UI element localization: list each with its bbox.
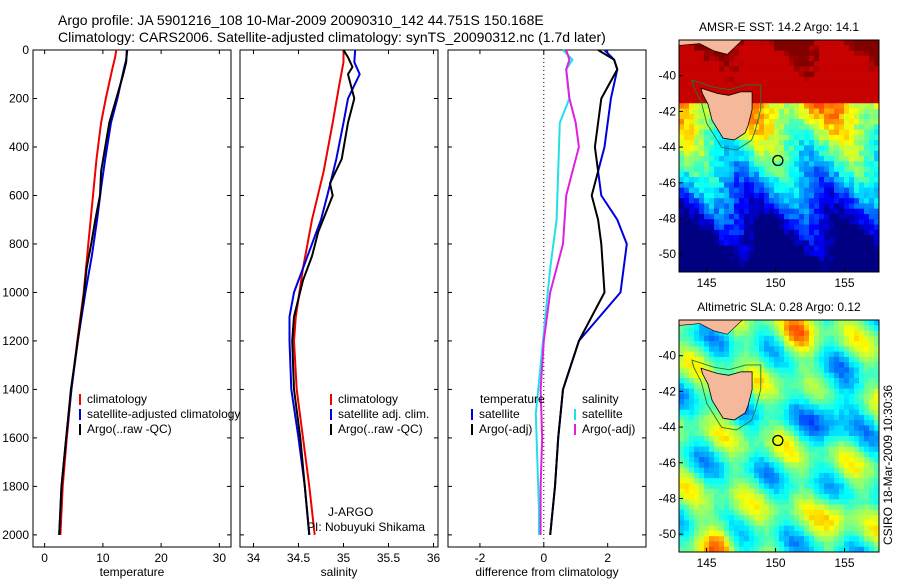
difference-legend-heading-temperature: temperature [480, 392, 545, 406]
salinity-series-line [288, 49, 361, 535]
sst_map-ytick-label: -44 [659, 140, 677, 154]
sla_map-ytick-label: -50 [659, 527, 677, 541]
sla_map-ytick-label: -40 [659, 349, 677, 363]
sst_map-title: AMSR-E SST: 14.2 Argo: 14.1 [699, 20, 859, 34]
temperature-xtick-label: 10 [96, 551, 110, 565]
salinity-plot-area [239, 49, 439, 548]
salinity-xlabel: salinity [321, 565, 358, 579]
sla-map-panel: 145 150 155 -40 -42 -44 -46 -48 -50 Altimetric SL… [659, 300, 880, 570]
sst_map-tasmania [700, 87, 753, 141]
sst_map-ytick-label: -48 [659, 211, 677, 225]
temperature-ytick-label: 1000 [2, 285, 29, 299]
temperature-legend-label: climatology [87, 392, 147, 406]
sla_map-xtick-label: 150 [766, 556, 786, 570]
sst_map-xtick-label: 145 [697, 276, 717, 290]
difference-xtick-label: 2 [604, 551, 611, 565]
sla_map-field [679, 320, 879, 552]
sst_map-argo-marker [772, 154, 784, 167]
sla_map-argo-marker [772, 434, 784, 447]
temperature-xtick-label: 0 [41, 551, 48, 565]
temperature-xtick-label: 20 [154, 551, 168, 565]
sst-map-panel: 145 150 155 -40 -42 -44 -46 -48 -50 AMSR-E SST: 1… [659, 20, 880, 290]
temperature-ytick-label: 1800 [2, 479, 29, 493]
sla_map-xtick-label: 145 [697, 556, 717, 570]
temperature-plot-area [32, 49, 232, 548]
sla_map-title: Altimetric SLA: 0.28 Argo: 0.12 [697, 300, 861, 314]
salinity-legend-label: satellite adj. clim. [338, 407, 429, 421]
salinity-xtick-label: 36 [427, 551, 441, 565]
temperature-ytick-label: 1400 [2, 382, 29, 396]
salinity-xtick-label: 34 [247, 551, 261, 565]
temperature-legend-label: satellite-adjusted climatology [87, 407, 240, 421]
temperature-ytick-label: 800 [9, 237, 29, 251]
sla_map-xtick-label: 155 [835, 556, 855, 570]
credit-line-2: PI: Nobuyuki Shikama [307, 520, 425, 534]
difference-series-line [549, 49, 619, 535]
sst_map-frame [678, 39, 880, 273]
sla_map-ytick-label: -42 [659, 384, 677, 398]
credit-line-1: J-ARGO [328, 505, 373, 519]
sst_map-field [679, 40, 879, 272]
difference-xlabel: difference from climatology [475, 565, 618, 579]
temperature-ytick-label: 1200 [2, 334, 29, 348]
sla_map-ytick-label: -46 [659, 456, 677, 470]
temperature-ytick-label: 0 [22, 43, 29, 57]
sst_map-xtick-label: 155 [835, 276, 855, 290]
temperature-panel: 0 200 400 600 800 1000 1200 1400 1600 1800 2000 0 10… [2, 43, 240, 579]
difference-legend-heading-salinity: salinity [582, 392, 619, 406]
sst_map-xtick-label: 150 [766, 276, 786, 290]
sst_map-ytick-label: -40 [659, 69, 677, 83]
sla_map-ytick-label: -44 [659, 420, 677, 434]
salinity-xtick-label: 34.5 [287, 551, 311, 565]
temperature-ytick-label: 2000 [2, 528, 29, 542]
temperature-ytick-label: 200 [9, 91, 29, 105]
temperature-series-line [58, 49, 128, 535]
salinity-xtick-label: 35.5 [377, 551, 401, 565]
sla_map-tasmania [700, 367, 753, 421]
temperature-legend-label: Argo(..raw -QC) [87, 422, 172, 436]
sst_map-ytick-label: -42 [659, 104, 677, 118]
sla_map-depth-contour [691, 359, 762, 431]
timestamp: CSIRO 18-Mar-2009 10:30:36 [881, 385, 895, 545]
temperature-ytick-label: 600 [9, 188, 29, 202]
salinity-series-line [291, 49, 356, 535]
temperature-xlabel: temperature [100, 565, 165, 579]
difference-temperature-legend-label: Argo(-adj) [479, 422, 532, 436]
sla_map-mainland [679, 320, 776, 335]
difference-salinity-legend-label: Argo(-adj) [582, 422, 635, 436]
difference-salinity-legend-label: satellite [582, 407, 623, 421]
difference-series-line [539, 49, 580, 535]
salinity-legend-label: climatology [338, 392, 398, 406]
sst_map-ytick-label: -50 [659, 247, 677, 261]
temperature-ytick-label: 1600 [2, 431, 29, 445]
temperature-xtick-label: 30 [213, 551, 227, 565]
sst_map-depth-contour [691, 79, 762, 151]
header-line-1: Argo profile: JA 5901216_108 10-Mar-2009… [58, 12, 544, 28]
salinity-legend-label: Argo(..raw -QC) [338, 422, 423, 436]
difference-temperature-legend-label: satellite [479, 407, 520, 421]
sst_map-mainland [679, 40, 776, 55]
difference-xtick-label: -2 [475, 551, 486, 565]
sst_map-ytick-label: -46 [659, 176, 677, 190]
sla_map-ytick-label: -48 [659, 491, 677, 505]
temperature-ytick-label: 400 [9, 140, 29, 154]
salinity-xtick-label: 35 [337, 551, 351, 565]
difference-xtick-label: 0 [540, 551, 547, 565]
salinity-panel: 34 34.5 35 35.5 36 salinity climatologysatelli… [239, 49, 441, 579]
header-line-2: Climatology: CARS2006. Satellite-adjuste… [58, 29, 606, 45]
sla_map-frame [678, 319, 880, 553]
